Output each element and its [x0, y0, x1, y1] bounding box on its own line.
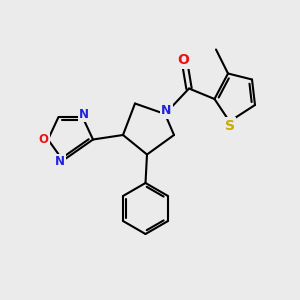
- Text: N: N: [79, 107, 89, 121]
- Text: N: N: [161, 104, 172, 118]
- Text: S: S: [224, 119, 235, 133]
- Text: N: N: [54, 155, 64, 169]
- Text: O: O: [177, 53, 189, 67]
- Text: O: O: [38, 133, 49, 146]
